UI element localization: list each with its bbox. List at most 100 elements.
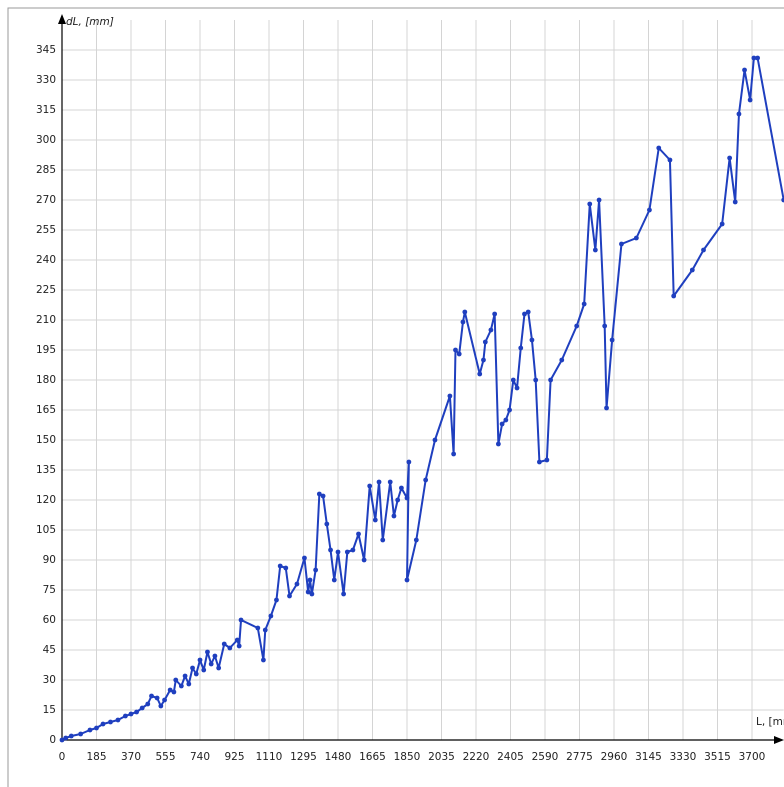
- data-point: [356, 531, 361, 537]
- y-tick-label: 285: [36, 164, 56, 176]
- data-point: [320, 493, 326, 499]
- data-point: [227, 645, 233, 651]
- data-point: [94, 725, 99, 731]
- data-point: [376, 479, 382, 485]
- x-tick-label: 1850: [394, 751, 421, 763]
- data-point: [701, 247, 706, 253]
- data-point: [481, 357, 486, 363]
- data-point: [68, 733, 74, 739]
- y-tick-label: 60: [43, 614, 56, 626]
- data-point: [255, 625, 261, 631]
- x-tick-label: 2405: [497, 751, 524, 763]
- data-point: [294, 581, 300, 587]
- data-point: [234, 637, 240, 643]
- data-point: [128, 711, 134, 717]
- data-point: [173, 677, 179, 683]
- data-point: [719, 221, 725, 227]
- x-tick-label: 2960: [601, 751, 628, 763]
- data-point: [656, 145, 662, 151]
- x-tick-label: 1480: [325, 751, 352, 763]
- data-point: [341, 591, 346, 597]
- data-point: [477, 371, 483, 377]
- data-point: [537, 459, 542, 465]
- x-tick-label: 925: [224, 751, 244, 763]
- data-point: [262, 627, 268, 633]
- data-point: [514, 385, 520, 391]
- plot-area: 0 185 370 555 740 925 1110 1295 1480 1665 1850 2035…: [36, 14, 784, 763]
- x-axis-arrow: [774, 736, 784, 744]
- data-point: [316, 491, 322, 497]
- data-point: [145, 701, 151, 707]
- data-point: [507, 407, 512, 413]
- data-point: [462, 309, 468, 315]
- x-tick-label: 0: [59, 751, 66, 763]
- data-point: [456, 351, 462, 357]
- data-point: [186, 681, 192, 687]
- data-point: [495, 441, 501, 447]
- x-tick-label: 740: [190, 751, 210, 763]
- data-point: [236, 643, 242, 649]
- y-tick-label: 15: [43, 704, 56, 716]
- data-point: [154, 695, 160, 701]
- y-axis-arrow: [58, 14, 66, 24]
- data-point: [123, 713, 128, 719]
- data-point: [574, 323, 580, 329]
- data-point: [178, 683, 184, 689]
- y-tick-label: 210: [36, 314, 56, 326]
- data-point: [423, 477, 429, 483]
- data-point: [596, 197, 602, 203]
- data-point: [277, 563, 283, 569]
- x-tick-label: 1110: [256, 751, 283, 763]
- y-tick-label: 240: [36, 254, 56, 266]
- data-point: [451, 451, 457, 457]
- data-point: [208, 661, 214, 667]
- data-point: [367, 483, 373, 489]
- y-tick-label: 0: [49, 734, 56, 746]
- y-tick-label: 30: [43, 674, 56, 686]
- y-tick-label: 300: [36, 134, 56, 146]
- data-point: [732, 199, 738, 205]
- data-point: [221, 641, 227, 647]
- data-point: [395, 497, 401, 503]
- data-point: [488, 327, 494, 333]
- data-point: [134, 709, 139, 715]
- data-point: [115, 717, 121, 723]
- data-point: [268, 613, 274, 619]
- data-point: [335, 549, 341, 555]
- y-tick-label: 135: [36, 464, 56, 476]
- data-point: [305, 589, 311, 595]
- data-point: [216, 665, 222, 671]
- data-point: [399, 485, 404, 491]
- data-point: [149, 693, 154, 699]
- data-point: [671, 293, 677, 299]
- data-point: [404, 577, 410, 583]
- data-point: [108, 719, 113, 725]
- y-tick-label: 150: [36, 434, 56, 446]
- data-point: [158, 703, 164, 709]
- data-point: [432, 437, 438, 443]
- data-point: [727, 155, 733, 161]
- x-tick-label: 185: [86, 751, 106, 763]
- data-point: [510, 377, 516, 383]
- x-tick-label: 1665: [359, 751, 386, 763]
- data-point: [781, 197, 784, 203]
- y-tick-label: 165: [36, 404, 56, 416]
- data-point: [190, 665, 195, 671]
- data-point: [499, 421, 505, 427]
- data-point: [529, 337, 535, 343]
- data-point: [59, 737, 65, 743]
- data-point: [344, 549, 350, 555]
- data-point: [162, 697, 167, 703]
- data-point: [193, 671, 199, 677]
- data-point: [182, 673, 188, 679]
- data-point: [518, 345, 524, 351]
- x-tick-label: 3145: [635, 751, 662, 763]
- data-point: [633, 235, 639, 241]
- data-point: [139, 705, 145, 711]
- data-point: [604, 405, 609, 411]
- data-point: [380, 537, 386, 543]
- data-point: [587, 201, 593, 207]
- data-point: [667, 157, 673, 163]
- data-point: [324, 521, 330, 527]
- data-point: [460, 319, 466, 325]
